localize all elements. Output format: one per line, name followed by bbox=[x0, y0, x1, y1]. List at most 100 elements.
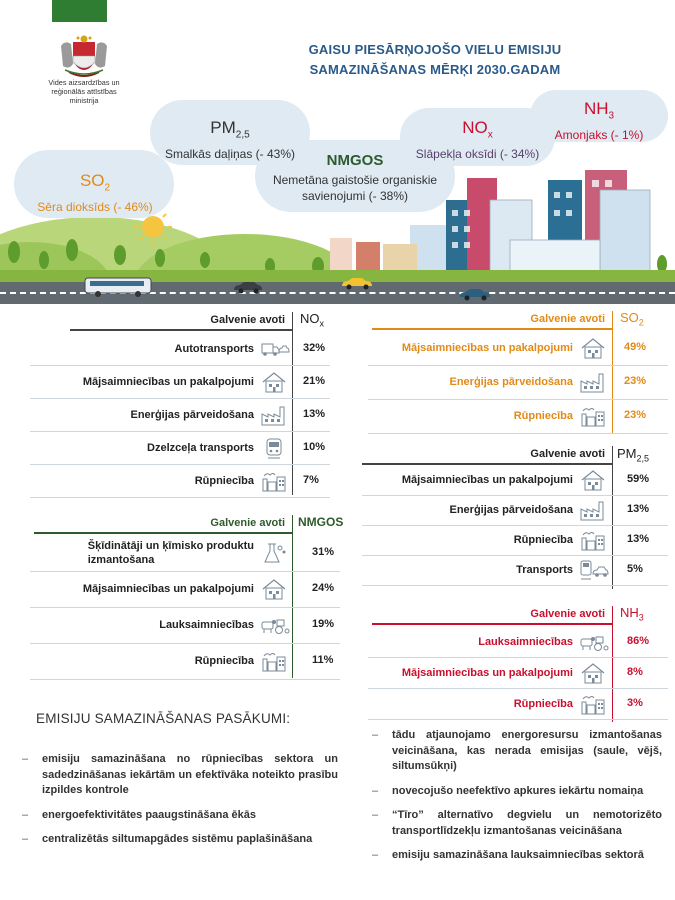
cloud-nh3: NH3 Amonjaks (- 1%) bbox=[530, 98, 668, 143]
so2-row-label: Rūpniecība bbox=[513, 410, 573, 422]
pm25-row-separator bbox=[362, 525, 668, 526]
so2-name: Sēra dioksīds (- 46%) bbox=[37, 200, 153, 215]
cloud-pm25: PM2,5 Smalkās daļiņas (- 43%) bbox=[150, 117, 310, 162]
pm25-name: Smalkās daļiņas (- 43%) bbox=[164, 147, 296, 162]
pm25-row-label: Transports bbox=[516, 564, 573, 576]
so2-row-separator bbox=[368, 365, 668, 366]
nh3-row-separator bbox=[368, 657, 668, 658]
train-icon bbox=[260, 437, 288, 459]
nox-row-percent: 32% bbox=[303, 341, 326, 354]
industry-icon bbox=[260, 470, 288, 492]
nmgos-row-percent: 31% bbox=[312, 546, 335, 558]
nox-row-label: Rūpniecība bbox=[194, 474, 254, 487]
nmgos-row-percent: 11% bbox=[312, 654, 334, 666]
so2-row-separator bbox=[368, 399, 668, 400]
nox-formula-sub: x bbox=[487, 129, 493, 141]
nox-row-label: Mājsaimniecības un pakalpojumi bbox=[82, 375, 254, 388]
nh3-row: Lauksaimniecības bbox=[360, 626, 609, 657]
nh3-row-label: Lauksaimniecības bbox=[478, 635, 573, 648]
nox-row-label: Dzelzceļa transports bbox=[147, 441, 254, 454]
nox-row-percent: 7% bbox=[303, 473, 319, 486]
nmgos-row: Šķīdinātāji un ķīmisko produktu izmantoša… bbox=[20, 535, 288, 571]
so2-row-percent: 23% bbox=[624, 409, 647, 421]
nmgos-name-line-2: savienojumi (- 38%) bbox=[301, 189, 409, 203]
pm25-formula-sub: 2,5 bbox=[235, 129, 250, 141]
so2-row: Rūpniecība bbox=[360, 399, 607, 433]
nh3-divider bbox=[612, 606, 613, 722]
so2-header-line bbox=[372, 328, 612, 330]
so2-pollutant-sub: 2 bbox=[638, 317, 644, 328]
cloud-shape-nh3 bbox=[530, 90, 668, 142]
pm25-row: Mājsaimniecības un pakalpojumi bbox=[360, 465, 607, 495]
pm25-row-label: Rūpniecība bbox=[513, 534, 573, 546]
nh3-pollutant-sub: 3 bbox=[638, 612, 644, 623]
nmgos-row-label: Lauksaimniecības bbox=[159, 619, 254, 631]
industry-icon bbox=[260, 650, 288, 672]
nh3-row-label: Mājsaimniecības un pakalpojumi bbox=[401, 666, 573, 679]
pm25-pollutant-name: PM bbox=[617, 446, 637, 461]
pm25-row-percent: 5% bbox=[627, 563, 643, 575]
nmgos-row-label: Mājsaimniecības un pakalpojumi bbox=[82, 583, 254, 595]
cow-tractor-icon bbox=[579, 631, 609, 653]
pm25-row-label: Enerģijas pārveidošana bbox=[449, 504, 574, 516]
nh3-pollutant-header: NH3 bbox=[620, 605, 644, 623]
nox-row-label: Enerģijas pārveidošana bbox=[130, 408, 255, 421]
pm25-row-percent: 13% bbox=[627, 503, 650, 515]
pm25-row-percent: 13% bbox=[627, 533, 650, 545]
pm25-pollutant-header: PM2,5 bbox=[617, 446, 649, 464]
measure-text: tādu atjaunojamo energoresursu izmantoša… bbox=[392, 729, 662, 772]
so2-formula: SO bbox=[79, 171, 105, 190]
coat-of-arms-icon bbox=[61, 35, 107, 77]
measure-text: emisiju samazināšana lauksaimniecības se… bbox=[392, 849, 644, 861]
nox-row-percent: 21% bbox=[303, 374, 326, 387]
nmgos-row: Mājsaimniecības un pakalpojumi bbox=[20, 571, 288, 607]
nmgos-name-line-1: Nemetāna gaistošie organiskie bbox=[272, 173, 438, 187]
nmgos-row: Rūpniecība bbox=[20, 643, 288, 679]
nmgos-row-separator bbox=[30, 679, 340, 680]
so2-source-header: Galvenie avoti bbox=[530, 313, 605, 325]
house-icon bbox=[579, 337, 607, 359]
pm25-row: Rūpniecība bbox=[360, 525, 607, 555]
nmgos-row-separator bbox=[30, 643, 340, 644]
nh3-row-separator bbox=[368, 719, 668, 720]
nox-row: Enerģijas pārveidošana bbox=[20, 398, 288, 431]
nh3-formula-sub: 3 bbox=[608, 110, 615, 122]
ministry-name: Vides aizsardzības un reģionālās attīstī… bbox=[48, 78, 120, 105]
nox-row-label: Autotransports bbox=[174, 342, 254, 355]
so2-row-label: Mājsaimniecības un pakalpojumi bbox=[401, 342, 573, 354]
nh3-row: Rūpniecība bbox=[360, 688, 607, 719]
nh3-row-percent: 8% bbox=[627, 665, 643, 678]
car-truck-icon bbox=[260, 338, 290, 360]
nox-name: Slāpekļa oksīdi (- 34%) bbox=[415, 147, 540, 162]
so2-pollutant-header: SO2 bbox=[620, 310, 644, 328]
nox-row: Autotransports bbox=[20, 332, 290, 365]
factory-icon bbox=[260, 404, 288, 426]
pm25-pollutant-sub: 2,5 bbox=[636, 453, 650, 464]
transport-icon bbox=[579, 559, 609, 581]
cow-tractor-icon bbox=[260, 614, 290, 636]
industry-icon bbox=[579, 529, 607, 551]
nox-row-percent: 13% bbox=[303, 407, 326, 420]
bus-icon bbox=[84, 277, 152, 297]
nh3-row-label: Rūpniecība bbox=[513, 697, 573, 710]
cloud-nmgos: NMGOS Nemetāna gaistošie organiskie savi… bbox=[255, 150, 455, 204]
nmgos-row-label-line-2: izmantošana bbox=[87, 554, 155, 566]
measure-item: – energoefektivitātes paaugstināšana ēkās bbox=[22, 808, 256, 821]
nmgos-row-percent: 19% bbox=[312, 618, 335, 630]
measure-text: “Tīro” alternatīvo degvielu un nemotoriz… bbox=[392, 809, 662, 837]
nh3-pollutant-name: NH bbox=[620, 605, 639, 620]
measure-item: – emisiju samazināšana lauksaimniecības s… bbox=[372, 849, 644, 861]
so2-row-separator bbox=[368, 433, 668, 434]
nox-source-header: Galvenie avoti bbox=[210, 314, 285, 326]
measure-item: – centralizētās siltumapgādes sistēmu pap… bbox=[22, 833, 313, 845]
ground-strip bbox=[0, 270, 675, 283]
house-icon bbox=[260, 371, 288, 393]
pm25-source-header: Galvenie avoti bbox=[530, 448, 605, 460]
measure-text: energoefektivitātes paaugstināšana ēkās bbox=[42, 808, 256, 821]
measure-item: – novecojušo neefektīvo apkures iekārtu n… bbox=[372, 784, 644, 797]
measure-item: – tādu atjaunojamo energoresursu izmantoš… bbox=[372, 729, 662, 772]
so2-pollutant-name: SO bbox=[620, 310, 639, 325]
measures-title: EMISIJU SAMAZINĀŠANAS PASĀKUMI: bbox=[36, 711, 291, 726]
measure-text: emisiju samazināšana no rūpniecības sekt… bbox=[42, 753, 338, 796]
